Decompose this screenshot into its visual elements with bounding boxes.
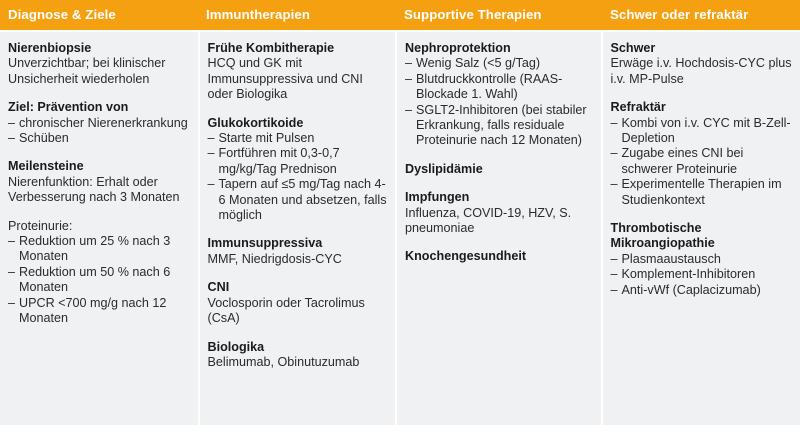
block-title: Biologika — [207, 339, 265, 354]
block-text: Nierenfunktion: Erhalt oder Verbesserung… — [8, 174, 180, 205]
bullet-list: PlasmaaustauschKomplement-InhibitorenAnt… — [611, 252, 793, 299]
block-title: Nephroprotektion — [405, 41, 511, 55]
content-block: Knochengesundheit — [405, 249, 592, 264]
bullet-item: chronischer Nierenerkrankung — [8, 116, 190, 132]
content-block: CNI Voclosporin oder Tacrolimus (CsA) — [208, 280, 388, 326]
bullet-item: Zugabe eines CNI bei schwerer Proteinuri… — [611, 146, 793, 177]
bullet-list: Wenig Salz (<5 g/Tag)Blutdruckkontrolle … — [405, 56, 592, 148]
column-body-schwer-oder-refraktaer: Schwer Erwäge i.v. Hochdosis-CYC plus i.v… — [602, 32, 800, 425]
bullet-item: Schüben — [8, 131, 190, 147]
bullet-item: Reduktion um 25 % nach 3 Monaten — [8, 234, 190, 265]
content-block: GlukokortikoideStarte mit PulsenFortführ… — [208, 116, 388, 224]
bullet-list: Kombi von i.v. CYC mit B-Zell-DepletionZ… — [611, 116, 793, 208]
block-text: Belimumab, Obinutuzumab — [207, 354, 360, 369]
bullet-list: Starte mit PulsenFortführen mit 0,3-0,7 … — [208, 131, 388, 223]
block-title: Immunsuppressiva — [207, 236, 323, 251]
block-title: Refraktär — [610, 100, 666, 115]
bullet-item: Fortführen mit 0,3-0,7 mg/kg/Tag Prednis… — [208, 146, 388, 177]
block-text: Influenza, COVID-19, HZV, S. pneumoniae — [405, 205, 572, 236]
block-title: Frühe Kombitherapie — [207, 41, 335, 55]
column-body-immuntherapien: Frühe Kombitherapie HCQ und GK mit Immuns… — [199, 32, 396, 425]
content-block: Proteinurie:Reduktion um 25 % nach 3 Mon… — [8, 219, 190, 327]
block-title: Dyslipidämie — [405, 161, 483, 176]
column-body-supportive-therapien: NephroprotektionWenig Salz (<5 g/Tag)Blu… — [397, 32, 601, 425]
block-text: MMF, Niedrigdosis-CYC — [207, 251, 342, 266]
block-text: Erwäge i.v. Hochdosis-CYC plus i.v. MP-P… — [610, 56, 792, 86]
content-block: Dyslipidämie — [405, 162, 592, 177]
content-block: Nierenbiopsie Unverzichtbar; bei klinisch… — [8, 41, 190, 87]
column-header-schwer-oder-refraktaer: Schwer oder refraktär — [610, 7, 749, 22]
bullet-item: Tapern auf ≤5 mg/Tag nach 4-6 Monaten un… — [208, 177, 388, 223]
block-title: Schwer — [610, 41, 656, 55]
bullet-item: SGLT2-Inhibitoren (bei stabiler Erkranku… — [405, 103, 592, 149]
block-text: HCQ und GK mit Immunsuppressiva und CNI … — [207, 56, 363, 102]
block-text: Proteinurie: — [8, 218, 73, 233]
content-block: NephroprotektionWenig Salz (<5 g/Tag)Blu… — [405, 41, 592, 149]
bullet-item: Starte mit Pulsen — [208, 131, 388, 147]
table-body-row: Nierenbiopsie Unverzichtbar; bei klinisch… — [0, 32, 800, 425]
bullet-list: chronischer NierenerkrankungSchüben — [8, 116, 190, 147]
bullet-list: Reduktion um 25 % nach 3 MonatenReduktio… — [8, 234, 190, 326]
block-title: Nierenbiopsie — [8, 41, 92, 55]
content-block: Immunsuppressiva MMF, Niedrigdosis-CYC — [208, 236, 388, 267]
block-title: Thrombotische Mikroangiopathie — [610, 221, 715, 251]
content-block: Schwer Erwäge i.v. Hochdosis-CYC plus i.v… — [611, 41, 793, 87]
bullet-item: Anti-vWf (Caplacizumab) — [611, 283, 793, 299]
bullet-item: Blutdruckkontrolle (RAAS-Blockade 1. Wah… — [405, 72, 592, 103]
column-header-supportive-therapien: Supportive Therapien — [404, 7, 542, 22]
column-body-diagnose-ziele: Nierenbiopsie Unverzichtbar; bei klinisch… — [0, 32, 198, 425]
content-block: Impfungen Influenza, COVID-19, HZV, S. pn… — [405, 190, 592, 236]
block-text: Unverzichtbar; bei klinischer Unsicherhe… — [8, 56, 166, 86]
bullet-item: Experimentelle Therapien im Studienkonte… — [611, 177, 793, 208]
content-block: Frühe Kombitherapie HCQ und GK mit Immuns… — [208, 41, 388, 103]
content-block: Thrombotische MikroangiopathiePlasmaaust… — [611, 221, 793, 298]
bullet-item: Reduktion um 50 % nach 6 Monaten — [8, 265, 190, 296]
block-title: Knochengesundheit — [405, 249, 527, 264]
bullet-item: Kombi von i.v. CYC mit B-Zell-Depletion — [611, 116, 793, 147]
block-title: Meilensteine — [8, 159, 84, 174]
content-block: RefraktärKombi von i.v. CYC mit B-Zell-D… — [611, 100, 793, 208]
block-text: Voclosporin oder Tacrolimus (CsA) — [207, 295, 365, 326]
bullet-item: Plasmaaustausch — [611, 252, 793, 268]
block-title: Ziel: Prävention von — [8, 100, 129, 115]
bullet-item: Komplement-Inhibitoren — [611, 267, 793, 283]
bullet-item: Wenig Salz (<5 g/Tag) — [405, 56, 592, 72]
bullet-item: UPCR <700 mg/g nach 12 Monaten — [8, 296, 190, 327]
content-block: Biologika Belimumab, Obinutuzumab — [208, 340, 388, 371]
block-title: Impfungen — [405, 190, 470, 205]
content-block: Ziel: Prävention vonchronischer Nierener… — [8, 100, 190, 147]
column-header-immuntherapien: Immuntherapien — [206, 7, 310, 22]
content-block: Meilensteine Nierenfunktion: Erhalt oder … — [8, 159, 190, 205]
block-title: CNI — [207, 280, 230, 295]
table-header-row: Diagnose & Ziele Immuntherapien Supporti… — [0, 0, 800, 30]
column-header-diagnose-ziele: Diagnose & Ziele — [8, 7, 116, 22]
block-title: Glukokortikoide — [207, 115, 304, 130]
